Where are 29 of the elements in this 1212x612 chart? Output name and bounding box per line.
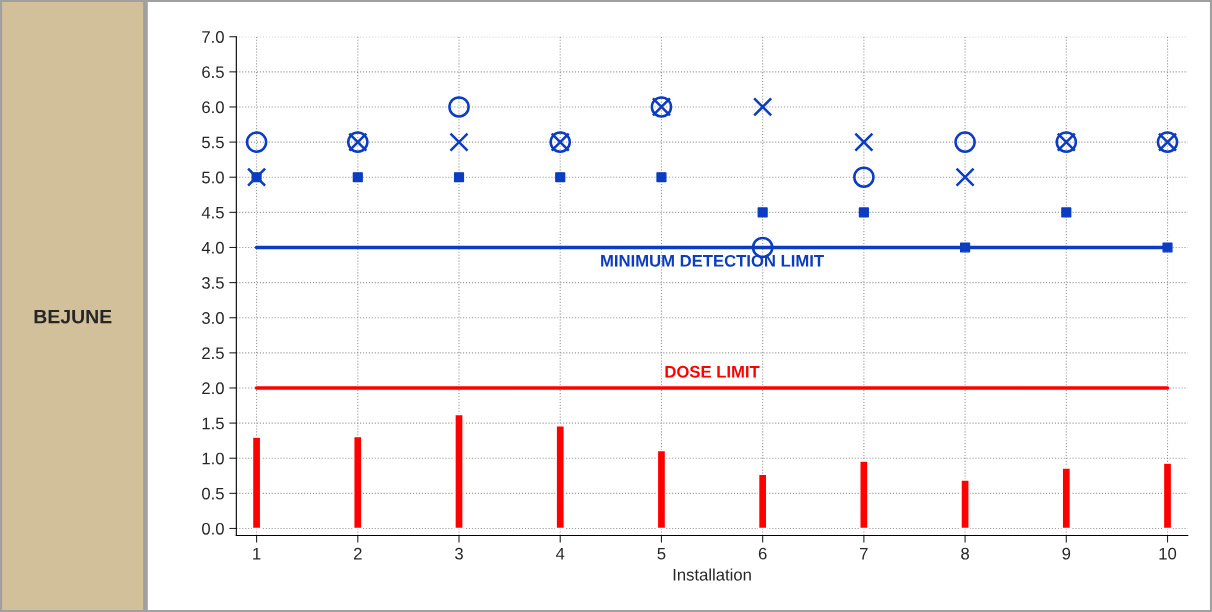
y-tick-label: 6.5	[202, 66, 224, 79]
y-tick-label: 4.0	[201, 241, 224, 254]
x-tick-label: 4	[555, 547, 565, 560]
y-tick-label: 7.0	[202, 31, 224, 43]
y-tick-label: 3.5	[202, 277, 224, 289]
x-tick-label: 5	[657, 547, 666, 560]
x-axis-title: Installation	[673, 568, 751, 581]
y-tick-label: 5.0	[202, 171, 224, 184]
y-tick-label: 1.0	[202, 452, 224, 465]
x-tick-label: 2	[354, 547, 362, 560]
x-tick-label: 3	[455, 547, 463, 560]
x-tick-label: 6	[758, 547, 767, 560]
y-tick-label: 2.0	[202, 382, 224, 395]
x-tick-label: 10	[1159, 547, 1177, 560]
y-tick-label: 4.5	[201, 206, 224, 219]
x-tick-label: 8	[961, 547, 969, 560]
y-tick-label: 5.5	[202, 136, 224, 149]
x-tick-label: 9	[1062, 547, 1071, 560]
y-tick-label: 3.0	[202, 312, 224, 324]
ref-line-label: MINIMUM DETECTION LIMIT	[601, 254, 824, 267]
y-tick-label: 0.0	[202, 522, 224, 535]
x-tick-label: 7	[860, 547, 868, 560]
y-tick-label: 6.0	[202, 101, 224, 114]
text: BEJUNE	[34, 309, 112, 324]
x-tick-label: 1	[253, 547, 261, 560]
y-tick-label: 2.5	[202, 347, 224, 360]
y-tick-label: 0.5	[202, 487, 224, 500]
ref-line-label: DOSE LIMIT	[665, 365, 760, 378]
y-tick-label: 1.5	[202, 417, 224, 430]
